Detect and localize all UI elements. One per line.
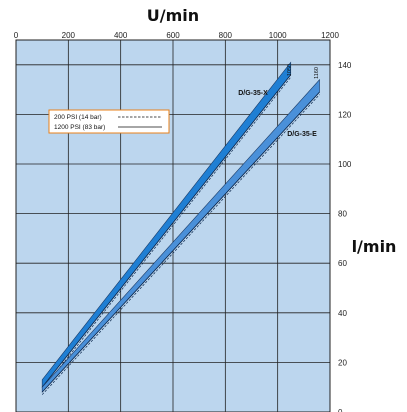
x-tick-label-800: 800 [219, 31, 233, 40]
series-label-x: D/G-35-X [238, 90, 268, 97]
y-tick-label-120: 120 [338, 110, 352, 119]
x-tick-label-0: 0 [14, 31, 19, 40]
y-tick-label-20: 20 [338, 358, 347, 367]
x-tick-label-1000: 1000 [269, 31, 287, 40]
y-axis-title: l/min [352, 237, 397, 256]
series-line-solid-1 [41, 91, 320, 393]
end-label-e: 1160 [314, 67, 320, 79]
y-tick-labels: 0 20 40 60 80 100 120 140 [338, 61, 352, 412]
plot-frame [15, 39, 331, 412]
y-tick-label-140: 140 [338, 61, 352, 70]
y-tick-label-80: 80 [338, 210, 347, 219]
legend-label-1200psi: 1200 PSI (83 bar) [54, 124, 105, 131]
series-label-e: D/G-35-E [287, 131, 317, 138]
y-tick-label-100: 100 [338, 160, 352, 169]
series-line-solid-0 [41, 74, 292, 388]
legend-label-200psi: 200 PSI (14 bar) [54, 114, 102, 121]
end-label-x: 1050 [287, 64, 293, 76]
legend: 200 PSI (14 bar) 1200 PSI (83 bar) [48, 109, 170, 134]
x-tick-labels: 0 200 400 600 800 1000 1200 [14, 31, 340, 40]
x-tick-label-400: 400 [114, 31, 128, 40]
y-tick-label-60: 60 [338, 259, 347, 268]
series-line-dashed-0 [41, 77, 292, 390]
y-tick-label-40: 40 [338, 309, 347, 318]
series-line-dashed-1 [41, 94, 320, 395]
x-tick-label-1200: 1200 [321, 31, 339, 40]
x-axis-title: U/min [147, 6, 199, 25]
x-tick-label-600: 600 [166, 31, 180, 40]
series-bands [41, 61, 320, 395]
x-tick-label-200: 200 [62, 31, 76, 40]
y-tick-label-0: 0 [338, 408, 343, 412]
